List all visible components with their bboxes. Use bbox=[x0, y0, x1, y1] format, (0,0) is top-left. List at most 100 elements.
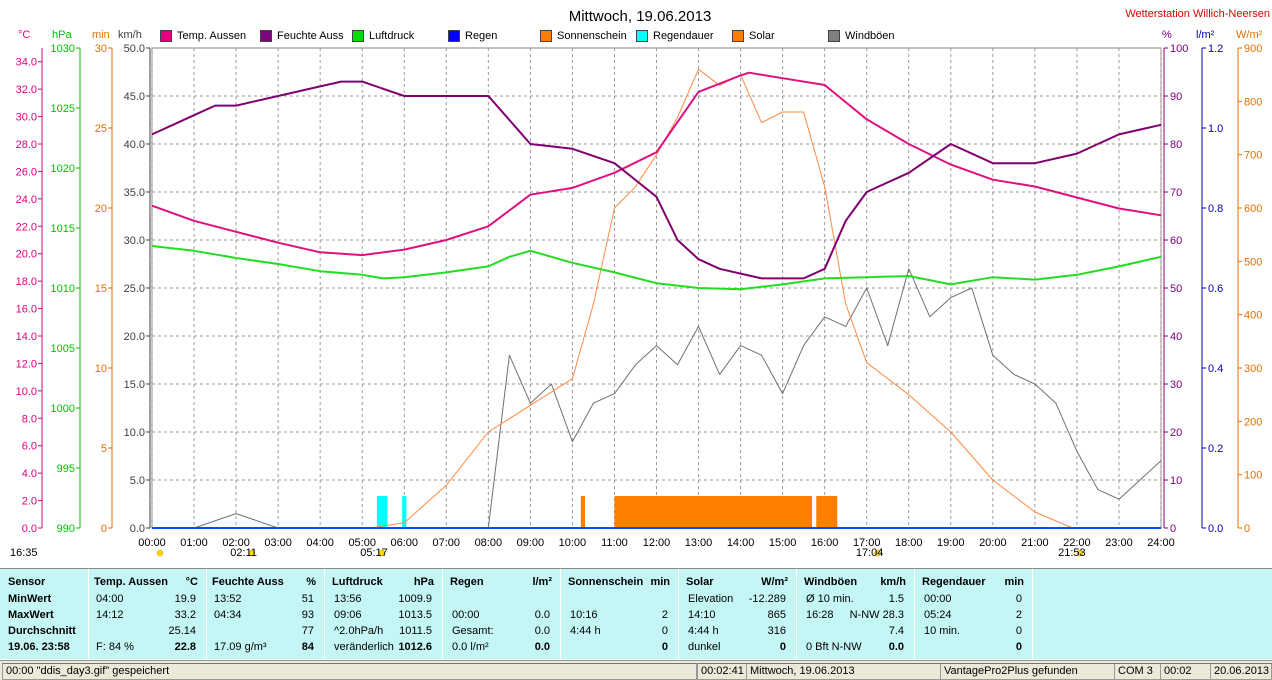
left-axis-tick-label: 1020 bbox=[51, 163, 75, 175]
cell-value: 33.2 bbox=[174, 609, 196, 621]
right-axis-tick-label: 200 bbox=[1244, 416, 1262, 428]
left-axis-unit: km/h bbox=[118, 29, 142, 41]
left-axis-tick-label: 1025 bbox=[51, 103, 75, 115]
status-time: 00:02:41 bbox=[697, 663, 747, 680]
cell-label: 14:10 bbox=[688, 609, 716, 621]
left-axis-tick-label: 20.0 bbox=[124, 331, 145, 343]
left-axis-tick-label: 0.0 bbox=[130, 523, 145, 535]
legend-swatch bbox=[732, 30, 744, 42]
legend-swatch bbox=[828, 30, 840, 42]
right-axis-unit: W/m² bbox=[1236, 29, 1263, 41]
x-tick-label: 12:00 bbox=[643, 537, 671, 549]
left-axis-tick-label: 26.0 bbox=[16, 166, 37, 178]
cell-value: 316 bbox=[767, 625, 786, 637]
x-tick-label: 09:00 bbox=[517, 537, 545, 549]
col-header: Sonnenschein bbox=[568, 576, 644, 588]
col-luftdruck: Luftdruck hPa 13:56 1009.9 09:06 1013.5 ^2.0hP… bbox=[326, 569, 443, 659]
col-header: Windböen bbox=[804, 576, 858, 588]
left-axis-tick-label: 5.0 bbox=[130, 475, 145, 487]
x-tick-label: 19:00 bbox=[937, 537, 965, 549]
left-axis-tick-label: 10 bbox=[95, 363, 107, 375]
right-axis-unit: % bbox=[1162, 29, 1172, 41]
x-tick-label: 15:00 bbox=[769, 537, 797, 549]
col-sonne: Sonnenschein min 10:16 2 4:44 h 0 0 bbox=[562, 569, 679, 659]
cell-label: F: 84 % bbox=[96, 641, 134, 653]
cell-value: 1012.6 bbox=[398, 641, 432, 653]
legend-item: Temp. Aussen bbox=[160, 30, 246, 42]
cell-value: N-NW 28.3 bbox=[849, 609, 904, 621]
x-tick-label: 18:00 bbox=[895, 537, 923, 549]
cell-label: 14:12 bbox=[96, 609, 124, 621]
right-axis-tick-label: 400 bbox=[1244, 310, 1262, 322]
weather-chart: Mittwoch, 19.06.2013 Wetterstation Willic… bbox=[10, 8, 1270, 559]
right-axis-tick-label: 0 bbox=[1244, 523, 1250, 535]
left-axis-tick-label: 1000 bbox=[51, 403, 75, 415]
status-clock: 00:02 bbox=[1160, 663, 1211, 680]
bar-regendauer bbox=[376, 496, 388, 528]
col-temp: Temp. Aussen °C 04:00 19.9 14:12 33.2 25.14 F: … bbox=[88, 569, 207, 659]
legend-swatch bbox=[352, 30, 364, 42]
left-axis-tick-label: 20 bbox=[95, 203, 107, 215]
chart-title: Mittwoch, 19.06.2013 bbox=[569, 8, 712, 25]
right-axis-tick-label: 600 bbox=[1244, 203, 1262, 215]
cell-value: 0 bbox=[1015, 641, 1022, 653]
legend-label: Luftdruck bbox=[369, 30, 415, 42]
legend-label: Regendauer bbox=[653, 30, 714, 42]
x-tick-label: 21:00 bbox=[1021, 537, 1049, 549]
sun-marker-icon bbox=[156, 549, 164, 557]
time-marker-label: 16:35 bbox=[10, 547, 38, 559]
left-axis-tick-label: 35.0 bbox=[124, 187, 145, 199]
left-axis-tick-label: 50.0 bbox=[124, 43, 145, 55]
x-tick-label: 22:00 bbox=[1063, 537, 1091, 549]
left-axis-unit: min bbox=[92, 29, 110, 41]
x-tick-label: 00:00 bbox=[138, 537, 166, 549]
x-tick-label: 24:00 bbox=[1147, 537, 1175, 549]
left-axis-tick-label: 1030 bbox=[51, 43, 75, 55]
cell-value: 51 bbox=[301, 593, 314, 605]
cell-value: 7.4 bbox=[888, 625, 904, 637]
cell-label: 16:28 bbox=[806, 609, 834, 621]
col-regendauer: Regendauer min 00:00 0 05:24 2 10 min. 0 0 bbox=[916, 569, 1033, 659]
x-tick-label: 06:00 bbox=[390, 537, 418, 549]
col-unit: hPa bbox=[413, 576, 434, 588]
cell-label: 13:56 bbox=[334, 593, 362, 605]
right-axis-tick-label: 60 bbox=[1170, 235, 1182, 247]
right-axis-tick-label: 40 bbox=[1170, 331, 1182, 343]
left-axis-tick-label: 990 bbox=[57, 523, 75, 535]
time-marker-label: 05:17 bbox=[360, 547, 388, 559]
left-axis-tick-label: 10.0 bbox=[124, 427, 145, 439]
col-unit: min bbox=[1004, 576, 1024, 588]
x-tick-label: 13:00 bbox=[685, 537, 713, 549]
cell-label: 00:00 bbox=[452, 609, 480, 621]
status-message: 00:00 "ddis_day3.gif" gespeichert bbox=[2, 663, 697, 680]
cell-label: dunkel bbox=[688, 641, 721, 653]
legend-label: Feuchte Auss bbox=[277, 30, 344, 42]
left-axis-tick-label: 30.0 bbox=[16, 112, 37, 124]
x-tick-label: 20:00 bbox=[979, 537, 1007, 549]
legend-item: Feuchte Auss bbox=[260, 30, 344, 42]
right-axis-tick-label: 80 bbox=[1170, 139, 1182, 151]
left-axis-tick-label: 0 bbox=[101, 523, 107, 535]
sun-marker-icon bbox=[1076, 549, 1084, 557]
left-axis-tick-label: 45.0 bbox=[124, 91, 145, 103]
cell-label: 13:52 bbox=[214, 593, 242, 605]
right-axis-tick-label: 1.2 bbox=[1208, 43, 1223, 55]
left-axis-tick-label: 18.0 bbox=[16, 276, 37, 288]
cell-label: 10 min. bbox=[924, 625, 961, 637]
right-axis-tick-label: 20 bbox=[1170, 427, 1182, 439]
left-axis-tick-label: 1015 bbox=[51, 223, 75, 235]
cell-label: ^2.0hPa/h bbox=[334, 625, 384, 637]
cell-label: Elevation bbox=[688, 593, 734, 605]
col-header: Solar bbox=[686, 576, 714, 588]
cell-label: 10:16 bbox=[570, 609, 598, 621]
time-marker-label: 02:11 bbox=[230, 547, 257, 559]
cell-value: 2 bbox=[1015, 609, 1022, 621]
cell-label: Gesamt: bbox=[452, 625, 494, 637]
left-axis-tick-label: 24.0 bbox=[16, 194, 37, 206]
cell-value: 0 bbox=[661, 625, 668, 637]
col-header: Luftdruck bbox=[332, 576, 383, 588]
status-date-label: Mittwoch, 19.06.2013 bbox=[746, 663, 941, 680]
col-header: Temp. Aussen bbox=[94, 576, 168, 588]
col-unit: °C bbox=[185, 576, 198, 588]
cell-value: 0 bbox=[661, 641, 668, 653]
